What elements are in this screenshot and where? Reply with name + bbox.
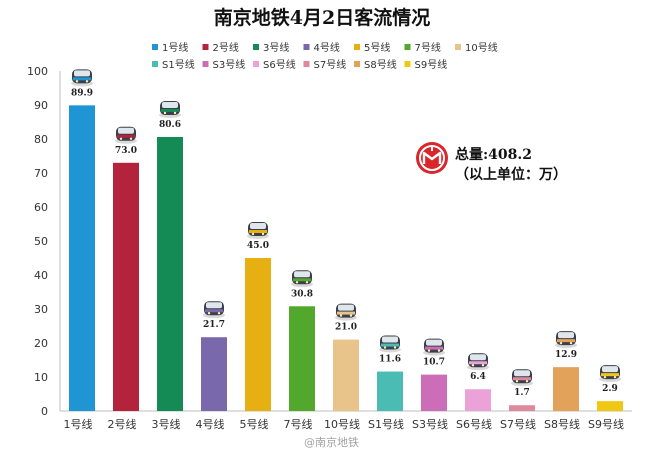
legend-label: 4号线 [314,41,340,54]
bar [465,389,491,411]
x-tick-label: 10号线 [324,417,360,431]
legend-label: 7号线 [415,41,441,54]
legend-label: S1号线 [162,58,195,71]
legend-label: S9号线 [415,58,448,71]
data-label: 21.7 [203,320,225,330]
x-tick-label: S9号线 [588,417,624,431]
bar [157,136,183,411]
x-tick-label: S3号线 [412,417,448,431]
metro-train-icon [71,69,93,87]
x-tick-label: 2号线 [108,417,137,431]
metro-train-icon [115,126,137,144]
legend-label: S7号线 [314,58,347,71]
legend-label: 3号线 [263,41,289,54]
data-label: 73.0 [115,146,137,156]
legend-swatch [404,44,411,50]
y-tick-label: 70 [34,167,48,180]
metro-train-icon [423,338,445,356]
legend-swatch [303,61,310,67]
legend-swatch [253,61,259,67]
x-tick-label: S7号线 [500,417,536,431]
x-tick-label: 1号线 [64,417,93,431]
metro-train-icon [511,369,533,387]
bar [553,367,579,411]
legend-swatch [152,44,158,50]
data-label: 80.6 [159,120,181,130]
y-tick-label: 90 [34,99,48,112]
y-tick-label: 10 [34,371,48,384]
nanjing-metro-logo-icon [416,142,448,174]
data-label: 11.6 [379,355,401,365]
chart-title: 南京地铁4月2日客流情况 [214,6,430,29]
metro-train-icon [555,331,577,349]
bar [69,105,95,411]
bar [113,162,139,411]
metro-train-icon [159,100,181,118]
x-tick-label: 5号线 [240,417,269,431]
x-tick-label: 7号线 [284,417,313,431]
unit-annotation: （以上单位：万） [455,166,567,183]
legend-swatch [354,61,360,67]
y-tick-label: 0 [41,405,48,418]
x-tick-label: S6号线 [456,417,492,431]
legend-swatch [202,44,209,50]
legend-swatch [152,61,158,67]
data-label: 10.7 [423,358,445,368]
y-tick-label: 40 [34,269,48,282]
metro-train-icon [247,222,269,239]
x-tick-label: 3号线 [152,417,181,431]
legend-label: S3号线 [213,58,246,71]
y-tick-label: 100 [27,65,48,78]
data-label: 6.4 [470,372,486,382]
bar [289,306,315,411]
bar [509,405,535,411]
legend-swatch [202,61,209,67]
x-tick-label: S8号线 [544,417,580,431]
data-label: 45.0 [247,241,269,251]
metro-train-icon [599,365,621,383]
bar [201,337,227,411]
bar [333,339,359,411]
data-label: 1.7 [514,388,530,398]
y-tick-label: 80 [34,133,48,146]
x-tick-label: 4号线 [196,417,225,431]
total-annotation: 总量:408.2 [455,146,532,163]
legend-label: S6号线 [263,58,296,71]
metro-train-icon [379,335,401,353]
metro-train-icon [203,301,225,319]
y-tick-label: 30 [34,303,48,316]
legend-label: S8号线 [364,58,397,71]
x-tick-label: S1号线 [368,417,404,431]
data-label: 2.9 [602,384,618,394]
y-tick-label: 50 [34,235,48,248]
bar [597,401,623,411]
bar [245,258,271,411]
bar-series: 89.9 1号线 73.0 2号线 80.6 3号线 21.7 4号线 45.0 5号线 30.8 7… [64,69,624,431]
metro-train-icon [467,353,489,371]
legend-swatch [253,44,259,50]
legend-swatch [354,44,360,50]
legend-label: 1号线 [162,41,188,54]
metro-train-icon [335,303,357,321]
chart-legend: 1号线 2号线 3号线 4号线 5号线 7号线 10号线 S1号线 S3号线 S6号线 S7号线 S8… [152,41,498,71]
y-tick-label: 60 [34,201,48,214]
data-label: 21.0 [335,323,357,333]
y-axis: 0 10 20 30 40 50 60 70 80 90 100 [27,65,632,418]
bar [421,374,447,411]
y-tick-label: 20 [34,337,48,350]
legend-label: 2号线 [213,41,239,54]
data-label: 30.8 [291,289,313,299]
legend-label: 5号线 [364,41,390,54]
watermark: @南京地铁 [304,435,359,449]
data-label: 12.9 [555,350,577,360]
legend-swatch [455,44,461,50]
legend-label: 10号线 [465,41,498,54]
metro-train-icon [291,270,313,288]
data-label: 89.9 [71,88,93,98]
bar [377,371,403,411]
legend-swatch [303,44,310,50]
legend-swatch [404,61,411,67]
